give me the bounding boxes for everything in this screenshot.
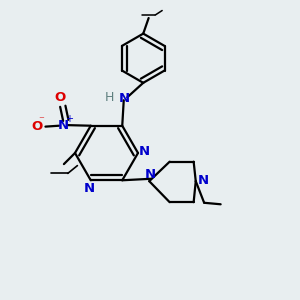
Text: N: N <box>84 182 95 195</box>
Text: H: H <box>105 91 114 104</box>
Text: O: O <box>32 120 43 133</box>
Text: N: N <box>119 92 130 105</box>
Text: ⁻: ⁻ <box>38 116 44 126</box>
Text: N: N <box>139 145 150 158</box>
Text: O: O <box>55 91 66 104</box>
Text: +: + <box>64 114 73 124</box>
Text: N: N <box>58 118 69 132</box>
Text: N: N <box>198 174 209 187</box>
Text: N: N <box>145 168 156 181</box>
